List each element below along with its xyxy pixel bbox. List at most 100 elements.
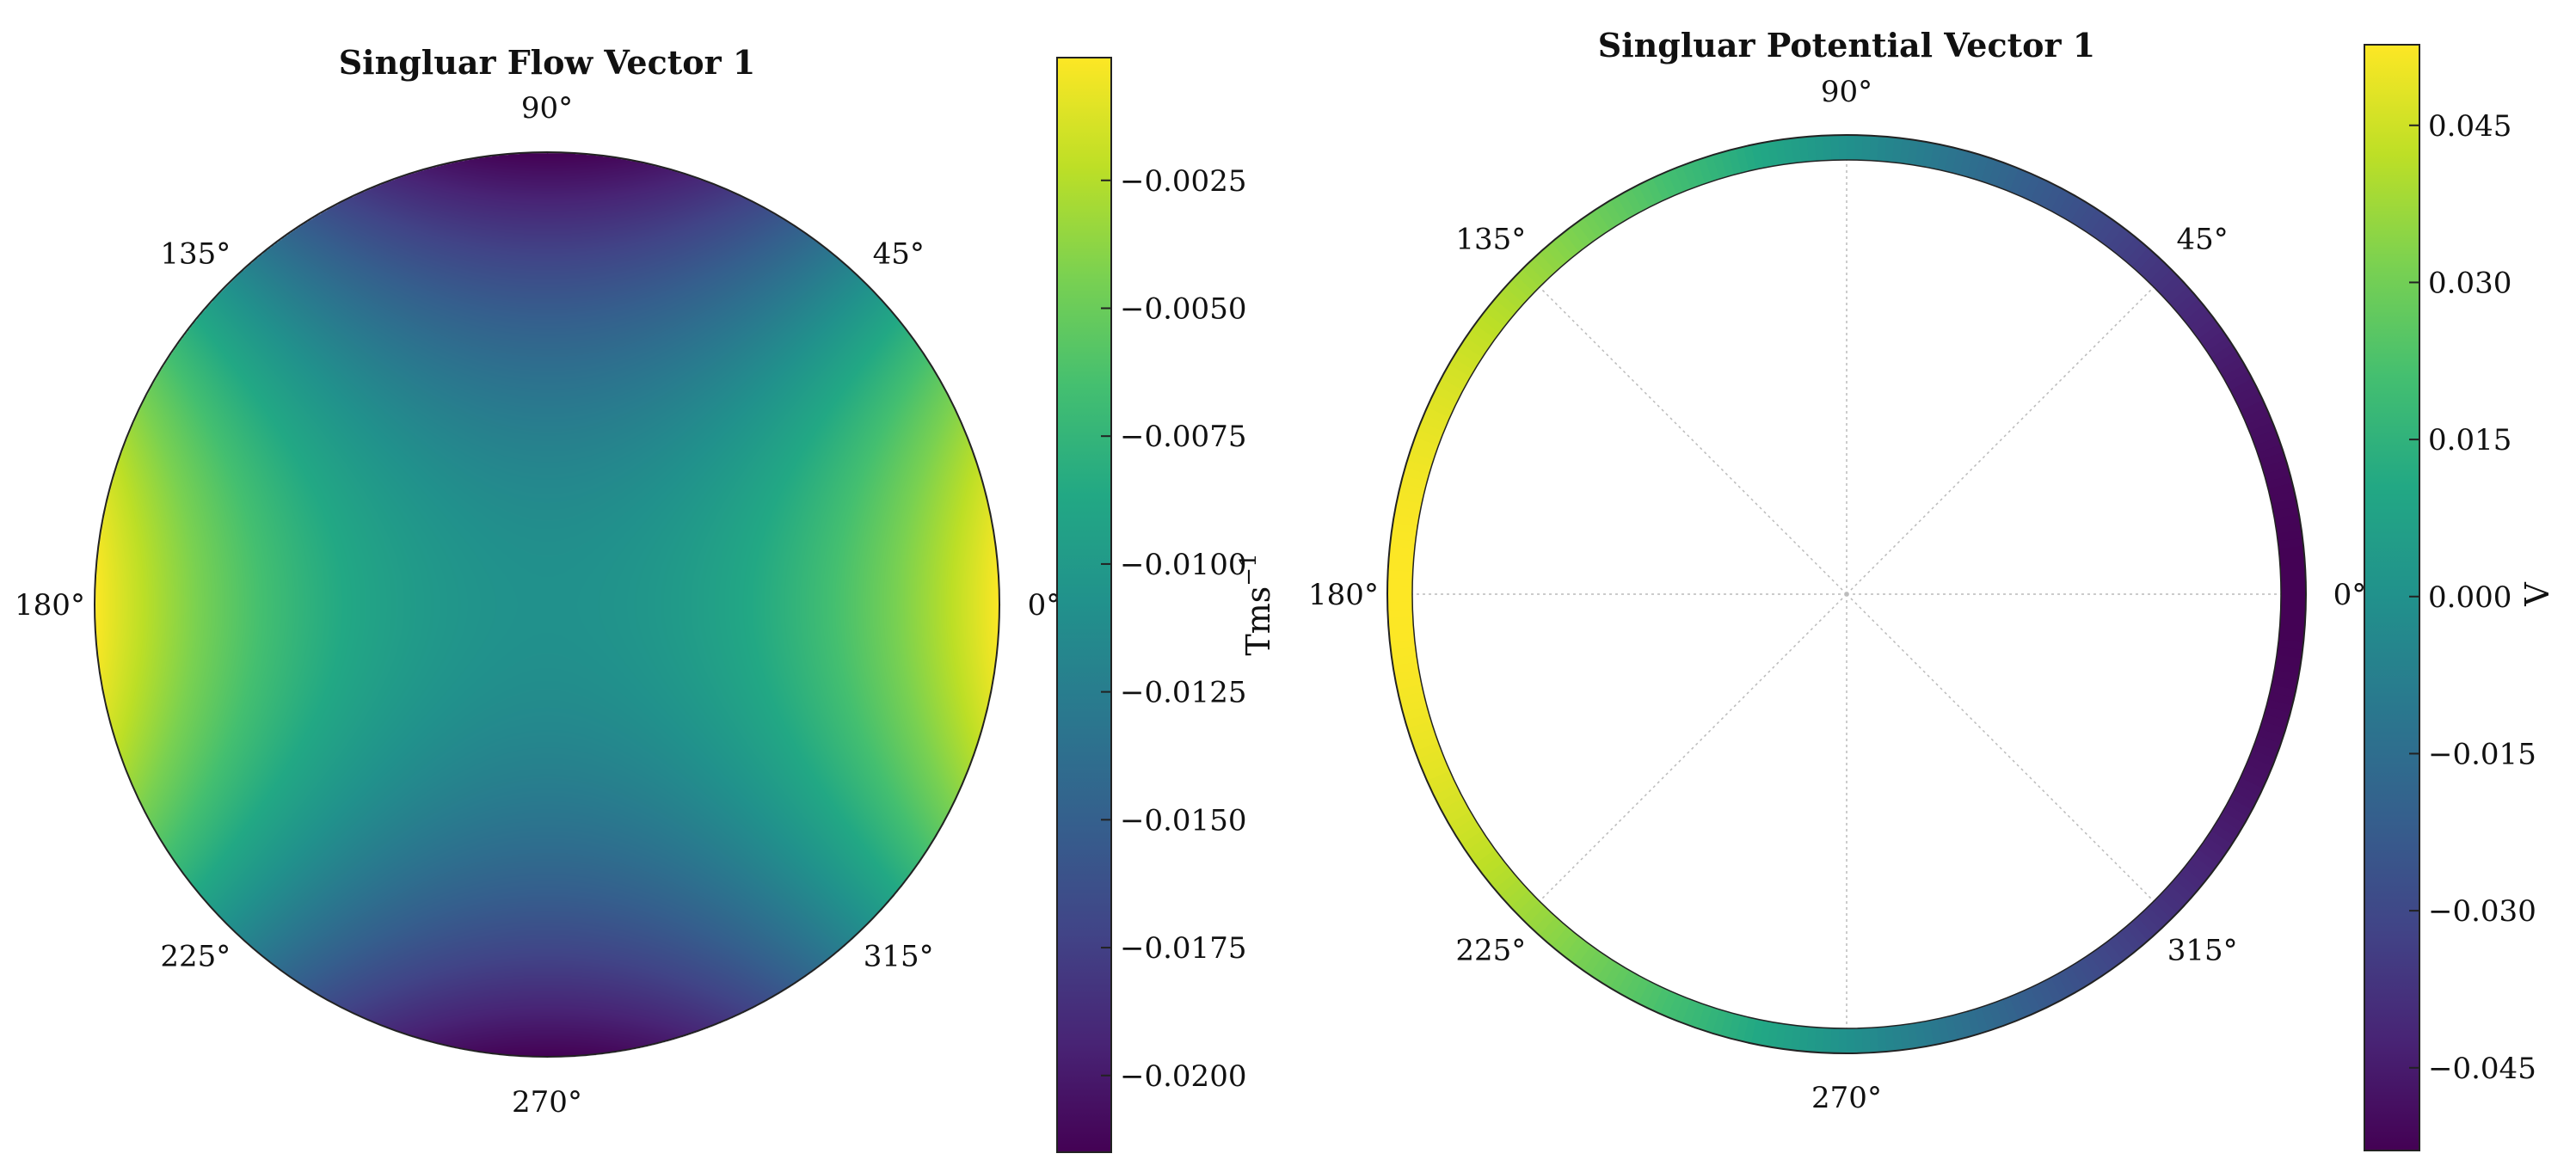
potential-ring-segment [2263, 465, 2290, 482]
potential-angle-label: 90° [1821, 75, 1872, 109]
potential-colorbar-tick-label: −0.030 [2428, 894, 2536, 929]
potential-ring-segment [1414, 429, 1442, 448]
potential-ring-segment [2225, 369, 2253, 390]
potential-ring-segment [1399, 691, 1426, 708]
potential-ring-segment [1411, 437, 1439, 456]
potential-ring-segment [1929, 1018, 1945, 1046]
potential-ring-segment [2226, 795, 2253, 817]
potential-ring-segment [2135, 251, 2161, 277]
potential-ring-segment [1432, 385, 1460, 406]
potential-ring-segment [1440, 371, 1467, 393]
potential-ring-segment [2248, 420, 2276, 439]
potential-ring-segment [1985, 159, 2004, 187]
potential-ring-segment [2232, 384, 2259, 404]
potential-ring-segment [2205, 335, 2232, 358]
potential-ring-segment [1457, 824, 1484, 847]
potential-ring-segment [2245, 412, 2273, 432]
potential-ring-segment [1400, 475, 1428, 492]
potential-ring-segment [1441, 798, 1468, 819]
potential-ring-segment [1697, 1004, 1715, 1032]
potential-ring-segment [2063, 965, 2086, 992]
potential-ring-segment [1520, 263, 1546, 289]
potential-ring-segment [1434, 784, 1461, 805]
potential-ring-segment [1460, 337, 1487, 360]
potential-ring-segment [2174, 871, 2200, 896]
potential-ring-segment [1485, 861, 1511, 886]
potential-ring-segment [1657, 171, 1677, 199]
potential-ring-segment [1461, 831, 1488, 853]
potential-ring-segment [2070, 960, 2093, 988]
potential-ring-segment [1581, 213, 1604, 240]
potential-ring-segment [1469, 324, 1496, 347]
potential-ring-segment [1667, 993, 1687, 1022]
potential-ring-segment [1702, 155, 1720, 182]
potential-ring-segment [1539, 917, 1564, 942]
potential-ring-segment [1957, 150, 1974, 177]
potential-ring-segment [2089, 948, 2112, 975]
potential-ring-segment [1557, 931, 1582, 958]
potential-ring-segment [2118, 236, 2143, 262]
potential-ring-segment [1543, 242, 1568, 268]
potential-ring-segment [1596, 958, 1619, 985]
potential-ring-segment [1844, 135, 1855, 161]
potential-ring-segment [1577, 945, 1600, 972]
potential-ring-segment [1475, 849, 1502, 873]
flow-angle-label: 45° [873, 236, 925, 271]
potential-ring-segment [1594, 205, 1617, 231]
potential-ring-segment [2280, 592, 2306, 603]
potential-ring-segment [2035, 180, 2056, 207]
potential-ring-segment [2252, 740, 2279, 759]
potential-ring-segment [1949, 148, 1966, 175]
potential-angle-label: 135° [1455, 222, 1526, 256]
potential-ring-segment [2242, 405, 2270, 425]
potential-ring-segment [1645, 984, 1665, 1012]
potential-ring-segment [1466, 837, 1492, 860]
potential-ring-segment [1978, 156, 1996, 184]
potential-ring-segment [1631, 977, 1652, 1005]
potential-ring-segment [2259, 450, 2286, 468]
potential-ring-segment [2075, 203, 2097, 230]
potential-ring-segment [2159, 888, 2185, 913]
potential-ring-segment [1410, 728, 1437, 746]
potential-ring-segment [1448, 358, 1475, 379]
potential-ring-segment [1443, 365, 1471, 386]
potential-ring-segment [2192, 316, 2218, 340]
potential-ring-segment [1395, 677, 1423, 692]
potential-ring-segment [2124, 241, 2149, 267]
potential-ring-segment [1583, 949, 1606, 977]
potential-ring-segment [1400, 699, 1428, 715]
potential-ring-segment [1451, 351, 1479, 373]
potential-ring-segment [1420, 757, 1448, 776]
potential-ring-segment [1399, 482, 1425, 499]
potential-ring-segment [1436, 378, 1464, 400]
flow-colorbar-tick-label: −0.0075 [1120, 420, 1246, 454]
potential-ring-segment [1680, 163, 1699, 190]
potential-ring-segment [2143, 905, 2167, 930]
potential-ring-segment [2101, 939, 2125, 966]
potential-ring-segment [1568, 223, 1592, 249]
potential-ring-segment [1453, 818, 1480, 840]
potential-ring-segment [2087, 212, 2111, 239]
potential-ring-segment [1445, 804, 1472, 826]
potential-ring-segment [2125, 920, 2150, 947]
potential-ring-segment [1498, 286, 1524, 311]
flow-title: Singluar Flow Vector 1 [339, 43, 756, 82]
potential-ring-segment [2188, 853, 2216, 877]
potential-ring-segment [2093, 217, 2117, 243]
potential-ring-segment [1412, 735, 1440, 754]
potential-ring-segment [1417, 750, 1445, 769]
flow-polar-frame [94, 151, 1000, 1058]
potential-ring-segment [2235, 390, 2263, 411]
potential-ring-segment [1537, 248, 1562, 273]
potential-ring-segment [1830, 1028, 1841, 1053]
potential-ring-segment [1522, 901, 1547, 927]
flow-colorbar [1056, 57, 1112, 1153]
potential-ring-segment [1971, 154, 1989, 181]
potential-colorbar [2364, 44, 2420, 1151]
potential-ring-segment [1419, 414, 1448, 434]
potential-ring-segment [1405, 714, 1432, 731]
potential-ring-segment [2271, 496, 2298, 512]
flow-colorbar-tick-label: −0.0150 [1120, 803, 1246, 838]
potential-ring-segment [2217, 355, 2245, 377]
potential-ring-segment [2210, 822, 2238, 844]
